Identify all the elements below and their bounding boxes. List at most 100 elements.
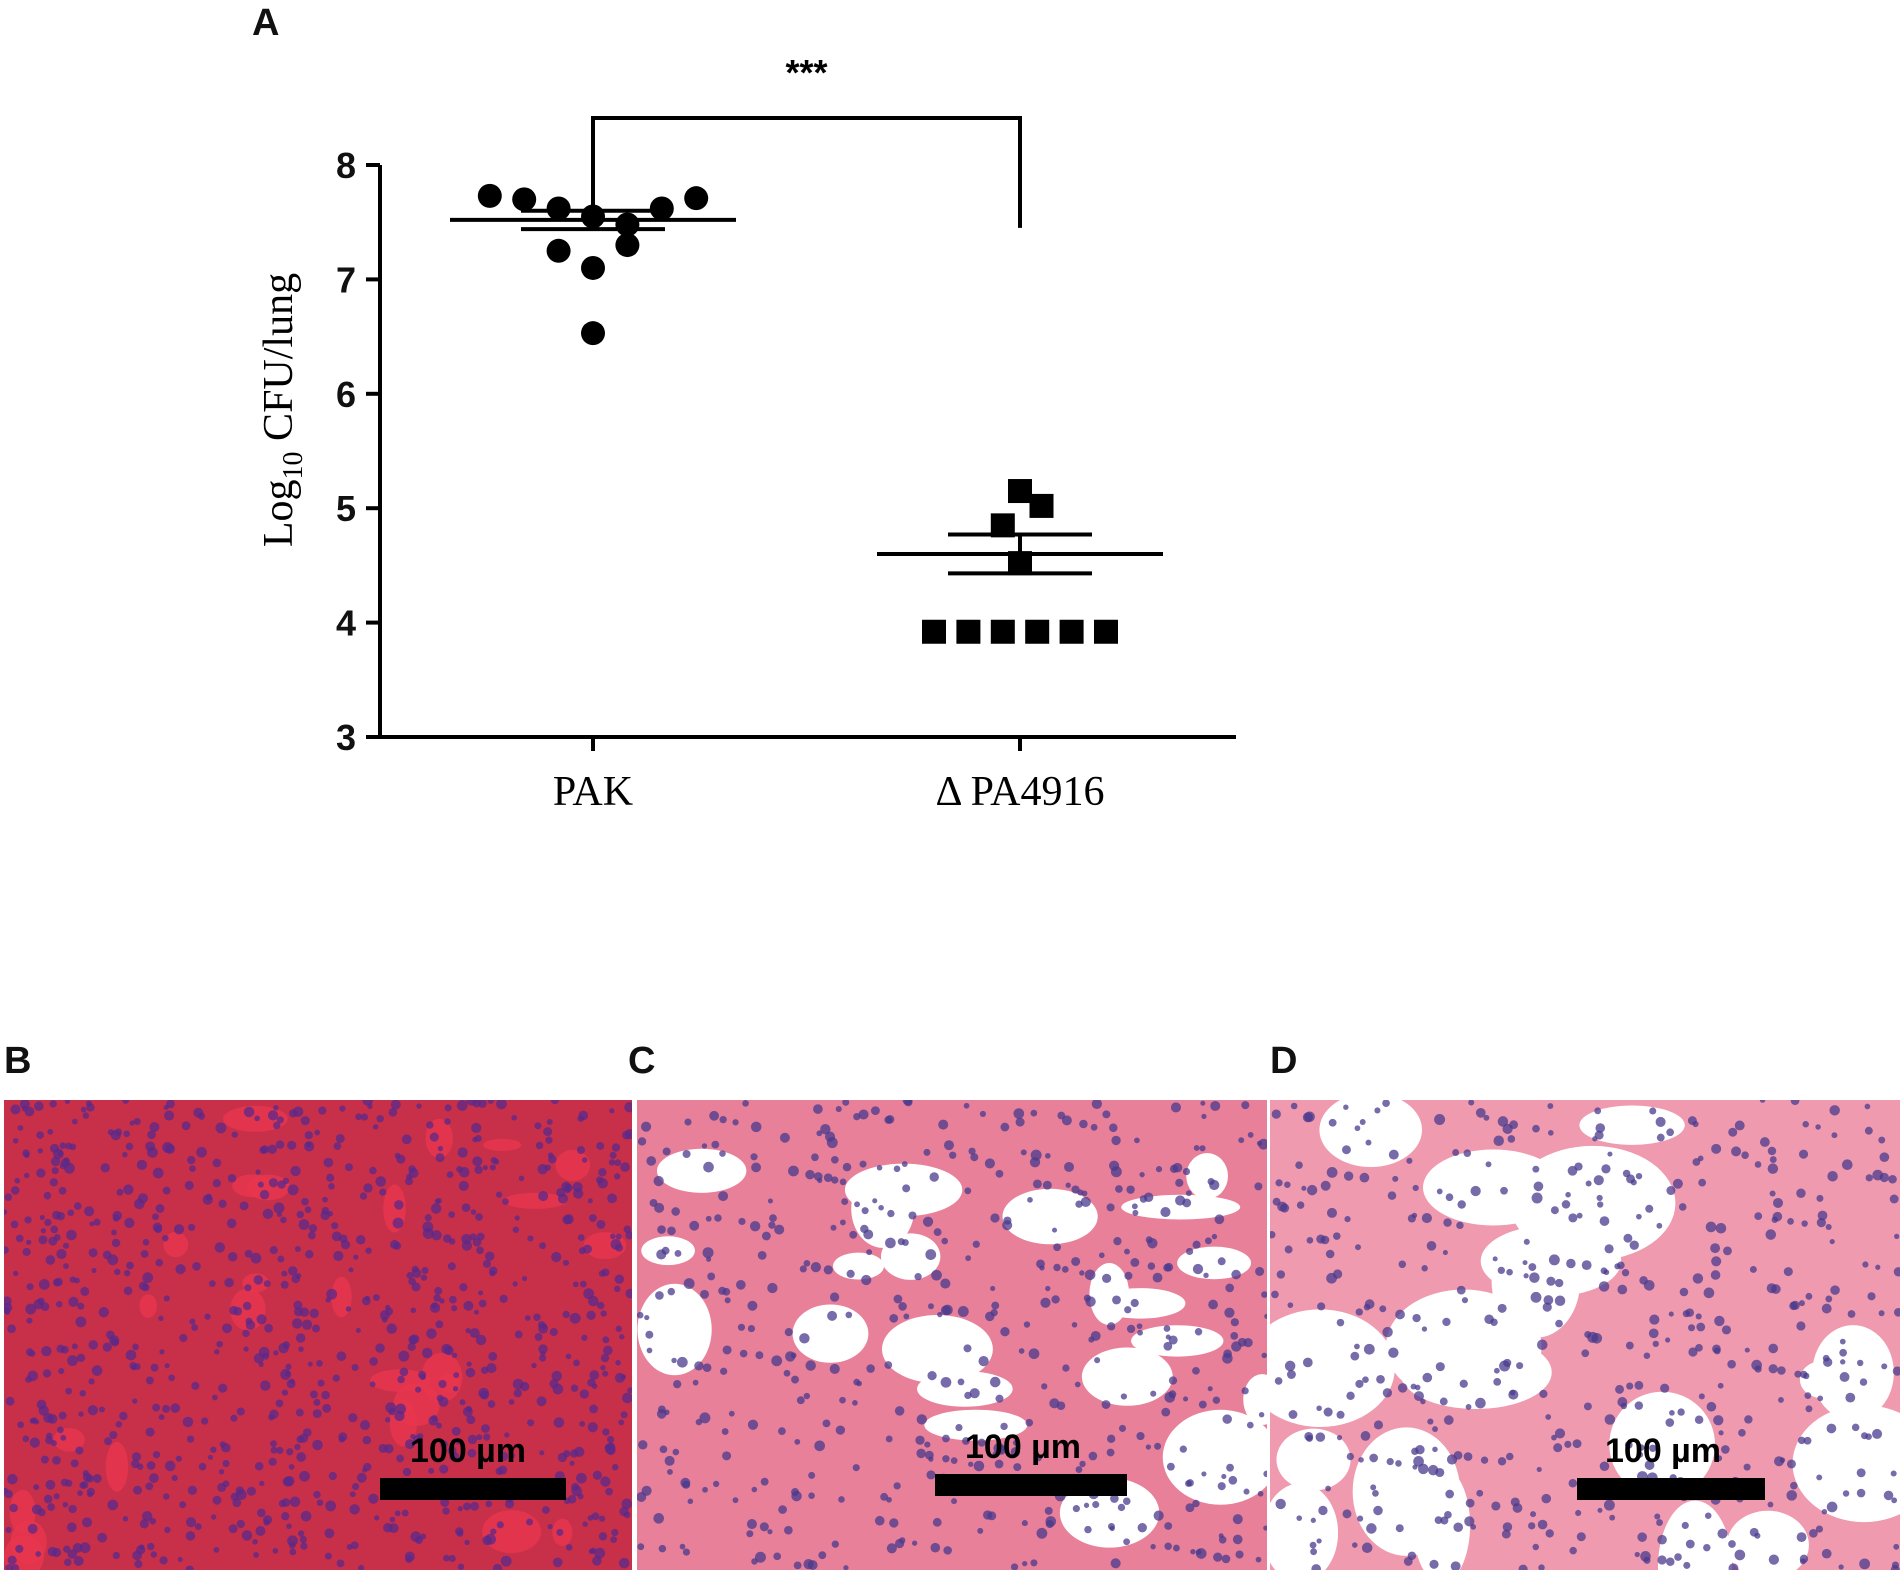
cell-nucleus bbox=[1079, 1119, 1088, 1129]
cell-nucleus bbox=[40, 1455, 49, 1464]
cell-nucleus bbox=[1603, 1499, 1615, 1511]
cell-nucleus bbox=[15, 1544, 24, 1553]
cell-nucleus bbox=[1170, 1102, 1182, 1113]
cell-nucleus bbox=[7, 1473, 18, 1485]
cell-nucleus bbox=[1829, 1238, 1835, 1245]
cell-nucleus bbox=[175, 1264, 186, 1275]
cell-nucleus bbox=[1395, 1460, 1402, 1467]
cell-nucleus bbox=[1851, 1423, 1860, 1432]
cell-nucleus bbox=[197, 1112, 206, 1120]
cell-nucleus bbox=[164, 1363, 170, 1369]
cell-nucleus bbox=[989, 1376, 1001, 1388]
cell-nucleus bbox=[1137, 1522, 1147, 1533]
cell-nucleus bbox=[1713, 1415, 1724, 1426]
cell-nucleus bbox=[116, 1188, 124, 1196]
cell-nucleus bbox=[1501, 1529, 1511, 1539]
cell-nucleus bbox=[1221, 1473, 1227, 1480]
cell-nucleus bbox=[1359, 1172, 1370, 1183]
cell-nucleus bbox=[63, 1162, 75, 1174]
cell-nucleus bbox=[1238, 1137, 1245, 1144]
cell-nucleus bbox=[66, 1522, 77, 1533]
cell-nucleus bbox=[587, 1515, 594, 1521]
cell-nucleus bbox=[979, 1110, 986, 1118]
cell-nucleus bbox=[1336, 1318, 1345, 1327]
cell-nucleus bbox=[1439, 1397, 1448, 1406]
cell-nucleus bbox=[1316, 1405, 1322, 1411]
cell-nucleus bbox=[1166, 1462, 1175, 1471]
cell-nucleus bbox=[653, 1513, 665, 1524]
cell-nucleus bbox=[84, 1206, 95, 1217]
cell-nucleus bbox=[1131, 1203, 1138, 1210]
cell-nucleus bbox=[1790, 1481, 1798, 1490]
cell-nucleus bbox=[443, 1234, 452, 1243]
cell-nucleus bbox=[1649, 1107, 1657, 1115]
cell-nucleus bbox=[312, 1439, 323, 1451]
cell-nucleus bbox=[897, 1238, 905, 1246]
cell-nucleus bbox=[1771, 1216, 1778, 1223]
cell-nucleus bbox=[1413, 1456, 1424, 1467]
cell-nucleus bbox=[957, 1378, 965, 1386]
cell-nucleus bbox=[689, 1220, 700, 1231]
cell-nucleus bbox=[942, 1434, 950, 1443]
cell-nucleus bbox=[1366, 1523, 1377, 1534]
cell-nucleus bbox=[1010, 1447, 1021, 1457]
cell-nucleus bbox=[722, 1345, 732, 1355]
cell-nucleus bbox=[76, 1353, 86, 1363]
cell-nucleus bbox=[1115, 1185, 1123, 1193]
cell-nucleus bbox=[1532, 1543, 1540, 1551]
cell-nucleus bbox=[1264, 1313, 1267, 1319]
cell-nucleus bbox=[521, 1276, 528, 1282]
cell-nucleus bbox=[37, 1508, 46, 1517]
cell-nucleus bbox=[830, 1155, 839, 1164]
cell-nucleus bbox=[1107, 1522, 1115, 1530]
cell-nucleus bbox=[448, 1211, 456, 1218]
cell-nucleus bbox=[667, 1226, 676, 1236]
cell-nucleus bbox=[656, 1409, 667, 1419]
cell-nucleus bbox=[1258, 1411, 1265, 1418]
cell-nucleus bbox=[755, 1351, 764, 1360]
cell-nucleus bbox=[1891, 1497, 1898, 1504]
cell-nucleus bbox=[534, 1122, 542, 1130]
cell-nucleus bbox=[1421, 1265, 1428, 1272]
cell-nucleus bbox=[1214, 1214, 1225, 1225]
cell-nucleus bbox=[831, 1176, 839, 1184]
cell-nucleus bbox=[849, 1230, 858, 1239]
cell-nucleus bbox=[186, 1435, 195, 1443]
cell-nucleus bbox=[1665, 1418, 1675, 1427]
cell-nucleus bbox=[842, 1100, 850, 1106]
cell-nucleus bbox=[355, 1234, 366, 1245]
cell-nucleus bbox=[309, 1390, 318, 1399]
cell-nucleus bbox=[40, 1302, 50, 1311]
cell-nucleus bbox=[385, 1417, 391, 1423]
cell-nucleus bbox=[1601, 1164, 1611, 1174]
cell-nucleus bbox=[325, 1297, 331, 1303]
cell-nucleus bbox=[408, 1335, 418, 1345]
cell-nucleus bbox=[1223, 1349, 1232, 1359]
cell-nucleus bbox=[1856, 1468, 1866, 1478]
cell-nucleus bbox=[1051, 1227, 1058, 1233]
cell-nucleus bbox=[544, 1164, 551, 1171]
cell-nucleus bbox=[1136, 1323, 1143, 1330]
cell-nucleus bbox=[1071, 1185, 1080, 1194]
cell-nucleus bbox=[1493, 1378, 1502, 1386]
cell-nucleus bbox=[276, 1211, 283, 1218]
cell-nucleus bbox=[592, 1556, 602, 1566]
cell-nucleus bbox=[1530, 1291, 1542, 1303]
cell-nucleus bbox=[421, 1266, 429, 1275]
tissue-space bbox=[555, 1149, 591, 1182]
cell-nucleus bbox=[1456, 1285, 1466, 1295]
cell-nucleus bbox=[218, 1469, 225, 1475]
cell-nucleus bbox=[579, 1389, 589, 1399]
cell-nucleus bbox=[823, 1265, 833, 1275]
cell-nucleus bbox=[637, 1543, 645, 1551]
cell-nucleus bbox=[1192, 1240, 1201, 1249]
cell-nucleus bbox=[369, 1166, 377, 1175]
tissue-space bbox=[503, 1192, 568, 1209]
cell-nucleus bbox=[1769, 1156, 1777, 1163]
cell-nucleus bbox=[1168, 1376, 1178, 1385]
cell-nucleus bbox=[1317, 1302, 1326, 1311]
cell-nucleus bbox=[702, 1486, 708, 1493]
cell-nucleus bbox=[1545, 1529, 1554, 1538]
cell-nucleus bbox=[596, 1301, 605, 1310]
cell-nucleus bbox=[1013, 1108, 1025, 1119]
